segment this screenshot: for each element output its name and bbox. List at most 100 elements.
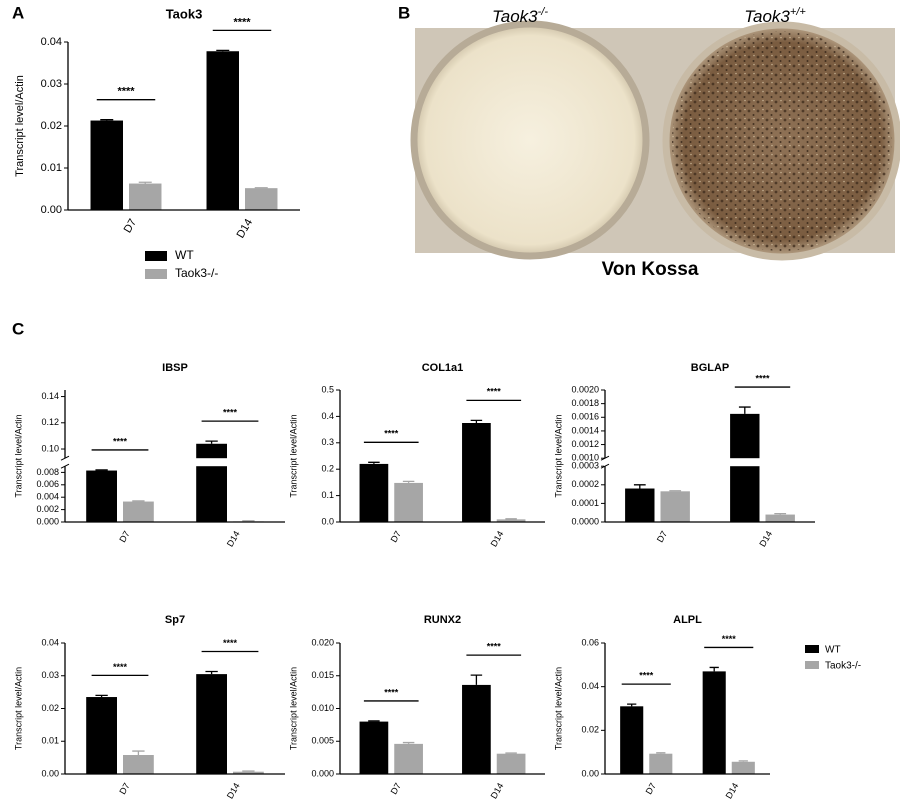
photo-caption: Von Kossa [602, 259, 699, 280]
y-tick-label: 0.020 [311, 637, 334, 647]
bar [625, 488, 655, 522]
legend-label: WT [825, 645, 841, 656]
significance-label: **** [755, 373, 770, 383]
y-tick-label: 0.3 [321, 437, 334, 447]
y-tick-label: 0.02 [581, 725, 599, 735]
bar [394, 743, 423, 774]
y-axis-label: Transcript level/Actin [288, 414, 298, 497]
chart-title: BGLAP [691, 362, 730, 374]
chart: RUNX2 Transcript level/Actin D7 D14 0.000 0.0… [288, 614, 545, 800]
significance-label: **** [487, 641, 502, 651]
panel-label: C [12, 319, 24, 338]
bar [660, 491, 690, 522]
bar [233, 771, 264, 774]
legend-label: WT [175, 248, 194, 262]
chart-title: ALPL [673, 614, 702, 626]
significance-label: **** [384, 687, 399, 697]
y-tick-label: 0.4 [321, 411, 334, 421]
legend-swatch [805, 645, 819, 653]
error-bar [738, 760, 748, 762]
photo-label: Taok3-/- [492, 6, 548, 27]
y-tick-label: 0.000 [311, 768, 334, 778]
y-tick-label: 0.04 [41, 36, 62, 48]
y-axis-label: Transcript level/Actin [553, 667, 563, 750]
chart: Taok3 Transcript level/Actin D7 D14 0.00 0.01… [14, 6, 300, 280]
error-bar [402, 480, 415, 483]
bar [196, 674, 227, 774]
bar [86, 470, 117, 522]
error-bar [368, 720, 380, 722]
error-bar [709, 666, 719, 672]
bar [123, 755, 154, 774]
error-bar [242, 520, 255, 522]
bar [129, 183, 162, 210]
significance-label: **** [722, 634, 737, 644]
x-tick-label: D7 [117, 781, 131, 796]
y-tick-label: 0.14 [41, 391, 59, 401]
y-tick-label: 0.5 [321, 384, 334, 394]
panel-label: B [398, 3, 410, 22]
bar [359, 721, 389, 774]
chart: Sp7 Transcript level/Actin D7 D14 0.00 0.01 0.… [13, 614, 285, 800]
y-tick-label: 0.01 [41, 162, 62, 174]
y-tick-label: 0.010 [311, 703, 334, 713]
y-tick-label: 0.006 [36, 479, 59, 489]
y-tick-label: 0.06 [581, 637, 599, 647]
y-tick-label: 0.01 [41, 736, 59, 746]
y-tick-label: 0.12 [41, 417, 59, 427]
bar [496, 519, 526, 522]
bar [649, 753, 673, 774]
y-tick-label: 0.03 [41, 670, 59, 680]
error-bar [368, 461, 380, 464]
bar [620, 706, 644, 774]
error-bar [205, 440, 218, 444]
bar [206, 51, 239, 210]
legend-swatch [805, 661, 819, 669]
y-tick-label: 0.0018 [571, 398, 599, 408]
error-bar [138, 181, 152, 184]
y-tick-label: 0.0002 [571, 479, 599, 489]
error-bar [669, 490, 682, 492]
legend-label: Taok3-/- [825, 661, 861, 672]
y-tick-label: 0.0012 [571, 439, 599, 449]
x-tick-label: D7 [389, 781, 403, 796]
bar [462, 684, 491, 774]
x-tick-label: D14 [225, 529, 242, 548]
y-tick-label: 0.0 [321, 516, 334, 526]
x-tick-label: D14 [757, 529, 774, 548]
chart: ALPL Transcript level/Actin D7 D14 0.00 0.02 0… [553, 614, 861, 801]
significance-label: **** [223, 408, 238, 418]
bar [86, 697, 117, 774]
error-bar [95, 694, 108, 698]
bar [730, 413, 760, 522]
x-tick-label: D14 [235, 217, 255, 240]
axis-break [604, 458, 816, 467]
y-tick-label: 0.0000 [571, 516, 599, 526]
y-axis-label: Transcript level/Actin [14, 75, 26, 177]
bar [394, 482, 423, 522]
y-tick-label: 0.03 [41, 78, 62, 90]
y-tick-label: 0.002 [36, 504, 59, 514]
y-tick-label: 0.0010 [571, 453, 599, 463]
legend-label: Taok3-/- [175, 266, 218, 280]
photo: Taok3-/- Taok3+/+ Von Kossa [410, 6, 900, 280]
bar [702, 671, 726, 774]
bar [245, 188, 278, 210]
axis-break [64, 458, 286, 467]
chart-title: RUNX2 [424, 614, 461, 626]
label-base: Taok3 [492, 7, 538, 26]
significance-label: **** [639, 671, 654, 681]
chart-title: IBSP [162, 362, 188, 374]
y-tick-label: 0.0003 [571, 461, 599, 471]
chart-title: COL1a1 [422, 362, 464, 374]
legend-swatch [145, 251, 167, 261]
y-tick-label: 0.00 [581, 768, 599, 778]
y-tick-label: 0.04 [41, 637, 59, 647]
significance-label: **** [233, 16, 251, 28]
bar [462, 423, 491, 522]
error-bar [774, 512, 787, 515]
y-tick-label: 0.10 [41, 443, 59, 453]
error-bar [132, 750, 145, 756]
